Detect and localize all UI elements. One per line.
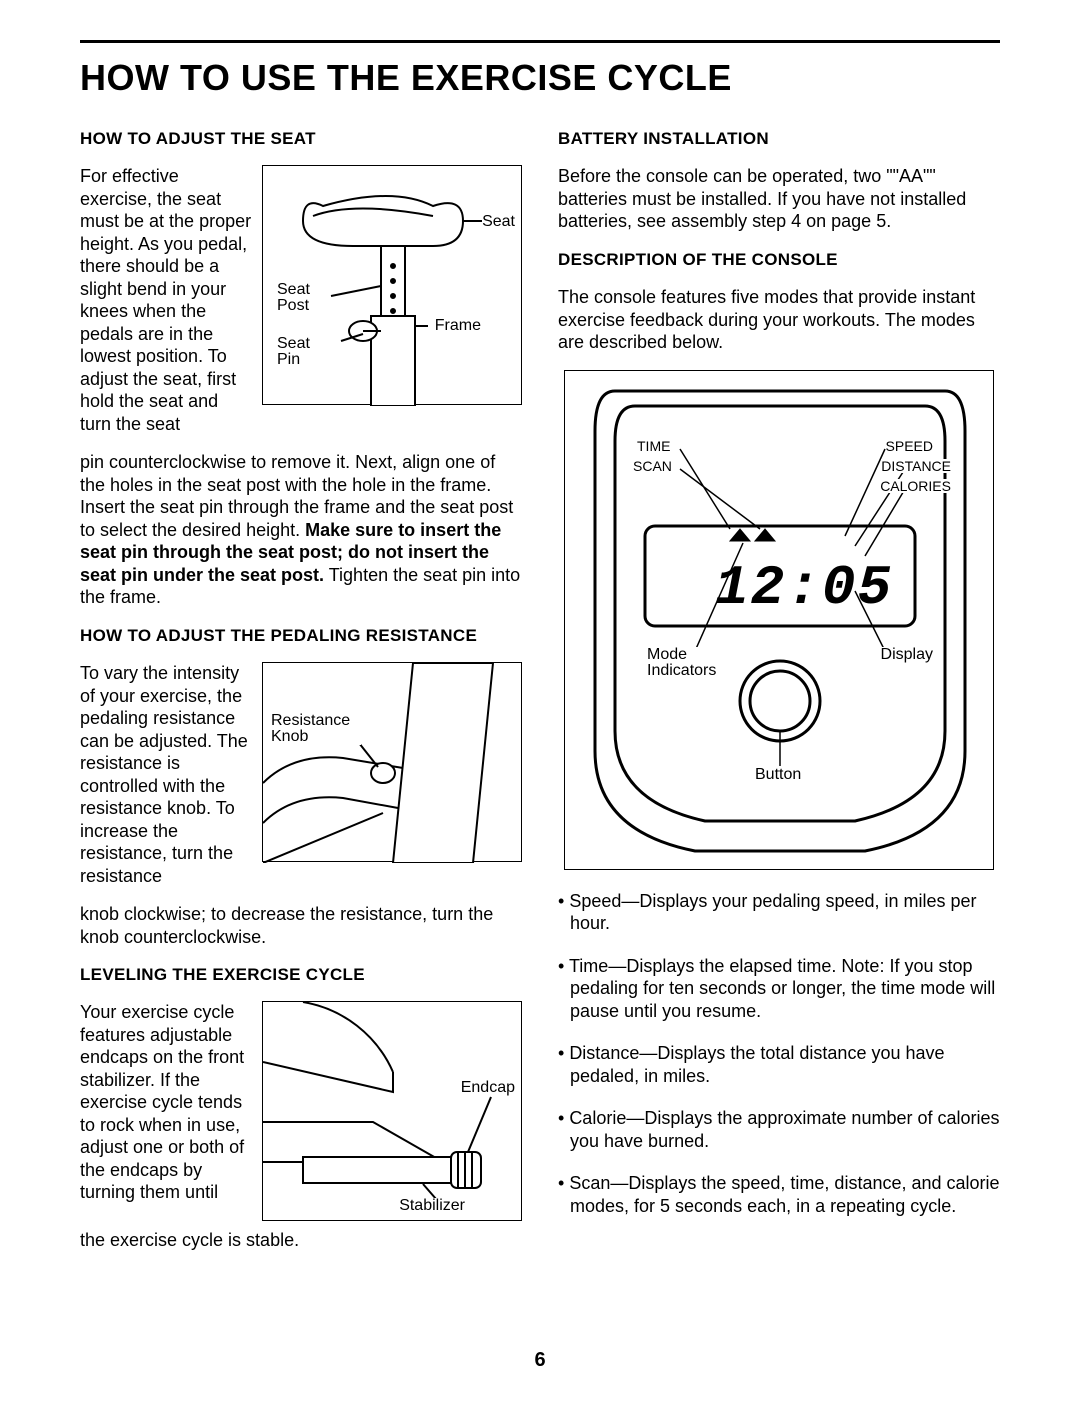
heading-battery: BATTERY INSTALLATION <box>558 128 1000 149</box>
svg-text:12:05: 12:05 <box>715 556 893 620</box>
heading-console: DESCRIPTION OF THE CONSOLE <box>558 249 1000 270</box>
label-scan: SCAN <box>633 459 672 473</box>
resistance-para-a: To vary the intensity of your exercise, … <box>80 663 248 886</box>
page-title: HOW TO USE THE EXERCISE CYCLE <box>80 55 1000 100</box>
battery-para: Before the console can be operated, two … <box>558 165 1000 233</box>
resistance-diagram: Resistance Knob <box>262 662 522 862</box>
label-mode-indicators: Mode Indicators <box>647 647 727 679</box>
label-resistance-knob: Resistance Knob <box>271 713 361 745</box>
leveling-para-b: the exercise cycle is stable. <box>80 1229 522 1252</box>
console-diagram: 12:05 TIME SCAN SPEED DISTANCE CALORIES … <box>564 370 994 870</box>
mode-speed: Speed—Displays your pedaling speed, in m… <box>558 890 1000 935</box>
left-column: HOW TO ADJUST THE SEAT <box>80 128 522 1268</box>
label-frame: Frame <box>435 318 481 334</box>
seat-block: Seat Seat Post Frame Seat Pin For effect… <box>80 165 522 435</box>
mode-distance: Distance—Displays the total distance you… <box>558 1042 1000 1087</box>
label-time: TIME <box>637 439 670 453</box>
label-speed: SPEED <box>886 439 933 453</box>
label-display: Display <box>881 647 933 663</box>
label-seat-pin: Seat Pin <box>277 336 321 368</box>
label-calories: CALORIES <box>880 479 951 493</box>
label-seat-post: Seat Post <box>277 282 321 314</box>
console-modes-list: Speed—Displays your pedaling speed, in m… <box>558 890 1000 1218</box>
mode-scan: Scan—Displays the speed, time, distance,… <box>558 1172 1000 1217</box>
heading-adjust-resistance: HOW TO ADJUST THE PEDALING RESISTANCE <box>80 625 522 646</box>
two-column-layout: HOW TO ADJUST THE SEAT <box>80 128 1000 1268</box>
leveling-diagram: Endcap Stabilizer <box>262 1001 522 1221</box>
leveling-para-a: Your exercise cycle features adjustable … <box>80 1002 244 1202</box>
heading-adjust-seat: HOW TO ADJUST THE SEAT <box>80 128 522 149</box>
heading-leveling: LEVELING THE EXERCISE CYCLE <box>80 964 522 985</box>
label-distance: DISTANCE <box>881 459 951 473</box>
page-number: 6 <box>80 1348 1000 1373</box>
label-button: Button <box>755 767 801 783</box>
leveling-block: Endcap Stabilizer Your exercise cycle fe… <box>80 1001 522 1225</box>
mode-calorie: Calorie—Displays the approximate number … <box>558 1107 1000 1152</box>
mode-time: Time—Displays the elapsed time. Note: If… <box>558 955 1000 1023</box>
resistance-block: Resistance Knob To vary the intensity of… <box>80 662 522 887</box>
label-seat: Seat <box>482 214 515 230</box>
console-para: The console features five modes that pro… <box>558 286 1000 354</box>
label-stabilizer: Stabilizer <box>399 1198 465 1214</box>
label-endcap: Endcap <box>461 1080 515 1096</box>
seat-diagram: Seat Seat Post Frame Seat Pin <box>262 165 522 405</box>
seat-para-b: pin counterclockwise to remove it. Next,… <box>80 451 522 609</box>
top-rule <box>80 40 1000 43</box>
seat-para-a: For effective exercise, the seat must be… <box>80 166 251 434</box>
right-column: BATTERY INSTALLATION Before the console … <box>558 128 1000 1268</box>
resistance-para-b: knob clockwise; to decrease the resistan… <box>80 903 522 948</box>
